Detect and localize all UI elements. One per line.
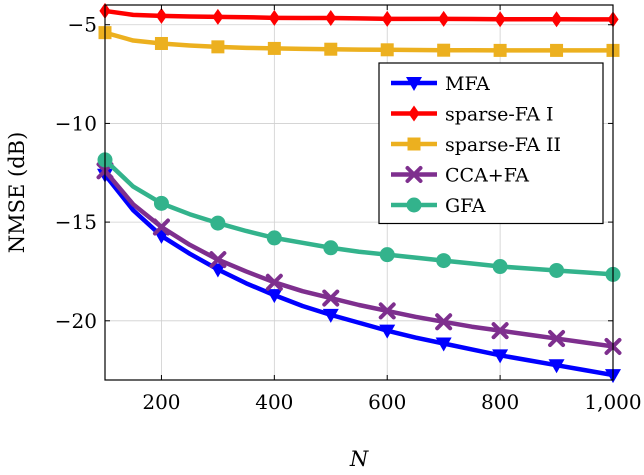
- series-line-sparse-fa-i: [104, 8, 613, 22]
- plot-frame: [104, 4, 614, 381]
- legend-item-mfa: MFA: [391, 73, 490, 95]
- data-point-gfa: [153, 195, 169, 211]
- data-point-mfa: [266, 289, 283, 304]
- data-point-mfa: [548, 359, 565, 374]
- data-point-gfa: [210, 215, 226, 231]
- series-line-gfa: [103, 158, 614, 277]
- data-point-sparse-fa-ii: [550, 43, 564, 57]
- data-point-gfa: [436, 253, 452, 269]
- data-point-mfa: [435, 337, 452, 352]
- data-point-sparse-fa-i: [212, 8, 224, 25]
- series-line-cca-fa: [103, 169, 614, 349]
- x-tick-label: 1,000: [584, 390, 641, 414]
- data-point-sparse-fa-ii: [211, 40, 225, 54]
- x-tick-label: 400: [255, 390, 293, 414]
- data-point-sparse-fa-ii: [380, 43, 394, 57]
- legend-item-sparse-fa-ii: sparse-FA II: [391, 134, 561, 156]
- data-point-sparse-fa-i: [494, 11, 506, 28]
- data-point-sparse-fa-ii: [267, 41, 281, 55]
- data-point-mfa: [322, 308, 339, 323]
- series-line-sparse-fa-ii: [104, 30, 613, 53]
- data-point-cca-fa: [378, 302, 396, 320]
- data-point-cca-fa: [548, 330, 566, 348]
- y-tick-label: −15: [55, 210, 97, 234]
- legend-item-cca-fa: CCA+FA: [391, 165, 529, 187]
- data-point-sparse-fa-ii: [324, 42, 338, 56]
- legend-marker: [406, 197, 422, 213]
- data-point-sparse-fa-ii: [493, 43, 507, 57]
- data-point-cca-fa: [265, 273, 283, 291]
- data-point-cca-fa: [491, 322, 509, 340]
- legend-marker: [408, 105, 420, 122]
- data-point-mfa: [379, 324, 396, 339]
- series-sparse-fa-i: [99, 2, 619, 28]
- series-sparse-fa-ii: [98, 26, 620, 57]
- legend-label: sparse-FA I: [445, 104, 554, 126]
- data-point-gfa: [323, 240, 339, 256]
- legend-items: MFA sparse-FA I sparse-FA II CCA+FA GFA: [391, 73, 561, 217]
- y-tick-label: −20: [55, 309, 97, 333]
- x-tick-label: 200: [142, 390, 180, 414]
- data-point-gfa: [549, 262, 565, 278]
- legend-marker: [405, 166, 423, 183]
- legend-marker: [406, 77, 422, 91]
- x-tick-label: 800: [481, 390, 519, 414]
- x-tick-label: 600: [368, 390, 406, 414]
- data-point-cca-fa: [209, 251, 227, 269]
- legend: MFA sparse-FA I sparse-FA II CCA+FA GFA: [378, 62, 604, 225]
- y-axis-label: NMSE (dB): [5, 132, 29, 254]
- legend-item-gfa: GFA: [391, 195, 486, 217]
- series-gfa: [97, 152, 621, 282]
- data-point-sparse-fa-i: [550, 11, 563, 28]
- data-point-sparse-fa-i: [325, 10, 337, 27]
- data-point-mfa: [492, 349, 509, 364]
- data-point-cca-fa: [435, 313, 453, 331]
- data-point-gfa: [379, 247, 395, 263]
- data-point-sparse-fa-i: [381, 10, 393, 27]
- data-point-cca-fa: [152, 218, 170, 236]
- data-point-sparse-fa-i: [155, 7, 168, 24]
- legend-label: sparse-FA II: [445, 134, 561, 156]
- y-tick-label: −5: [68, 13, 97, 37]
- series-layer: [96, 2, 622, 384]
- data-point-sparse-fa-ii: [437, 43, 451, 57]
- series-line-mfa: [103, 173, 614, 378]
- legend-marker: [407, 137, 421, 151]
- legend-label: MFA: [445, 73, 490, 95]
- axis-ticks: 200 400 600 800 1,000 −20 −15 −10 −5: [55, 5, 642, 414]
- data-point-gfa: [266, 230, 282, 246]
- legend-label: CCA+FA: [445, 165, 529, 187]
- data-point-sparse-fa-i: [438, 10, 450, 27]
- legend-item-sparse-fa-i: sparse-FA I: [391, 104, 554, 126]
- x-axis-label: N: [349, 447, 369, 471]
- data-point-sparse-fa-ii: [154, 36, 168, 50]
- data-point-mfa: [209, 263, 226, 278]
- y-tick-label: −10: [55, 111, 97, 135]
- data-point-cca-fa: [322, 289, 340, 307]
- data-point-gfa: [492, 259, 508, 275]
- legend-label: GFA: [445, 195, 486, 217]
- data-point-sparse-fa-i: [268, 9, 280, 26]
- series-cca-fa: [96, 162, 622, 355]
